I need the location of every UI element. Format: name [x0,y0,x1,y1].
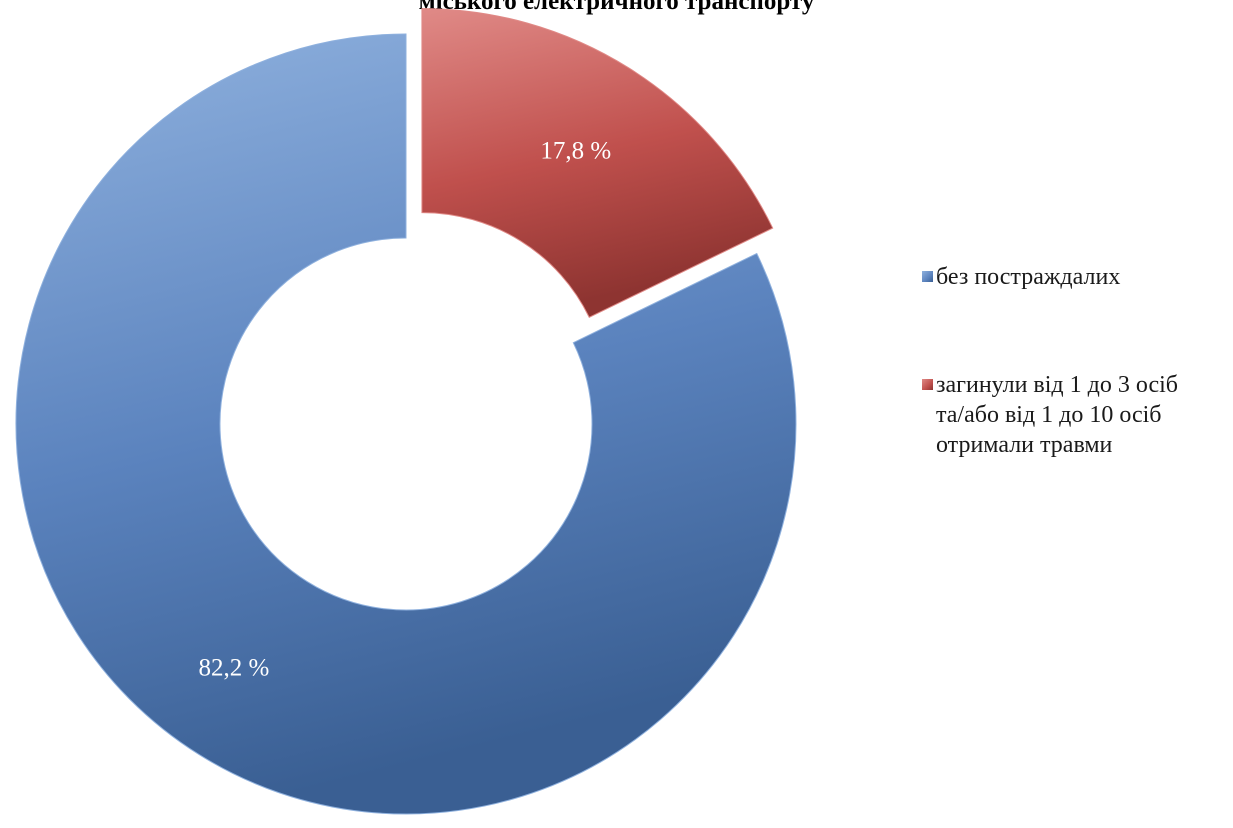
legend-label-casualties: загинули від 1 до 3 осіб та/або від 1 до… [936,372,1178,458]
data-labels-layer: 82,2 % 17,8 % [198,137,611,681]
legend-swatch-no-victims [922,271,933,282]
donut-slice-no-victims[interactable] [15,33,797,815]
legend-item-no-victims[interactable]: без постраждалих [922,262,1222,292]
legend-item-casualties[interactable]: загинули від 1 до 3 осіб та/або від 1 до… [922,370,1222,460]
data-label-no-victims: 82,2 % [198,654,269,681]
chart-title: міського електричного транспорту [418,0,815,15]
slices-layer [15,8,797,815]
legend-swatch-casualties [922,379,933,390]
legend-label-no-victims: без постраждалих [936,264,1121,290]
legend: без постраждалих загинули від 1 до 3 осі… [922,262,1222,460]
data-label-casualties: 17,8 % [540,137,611,164]
donut-slice-casualties[interactable] [421,8,774,318]
